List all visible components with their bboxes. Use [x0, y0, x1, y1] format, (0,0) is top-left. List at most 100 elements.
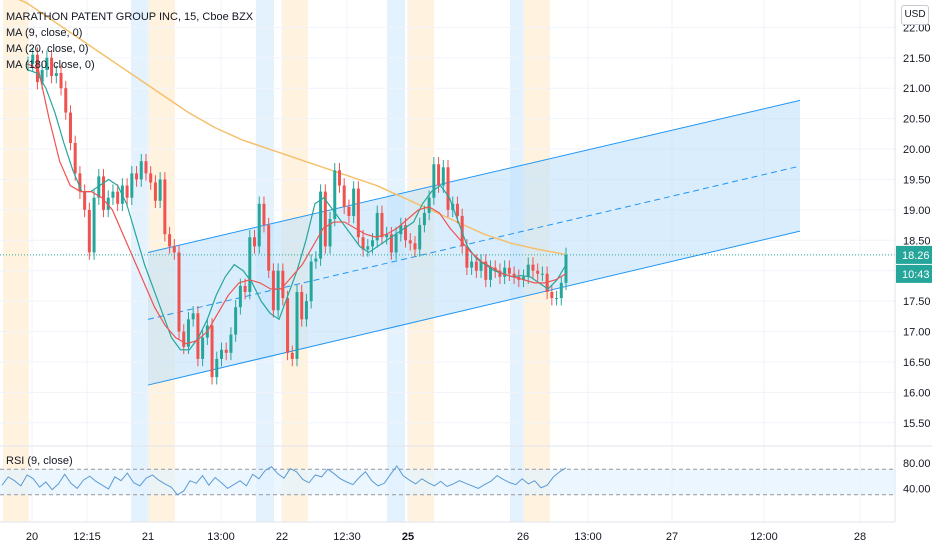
candle-body: [328, 219, 332, 247]
candles-group: [26, 47, 568, 385]
candle-body: [441, 167, 445, 186]
time-tick-label: 13:00: [574, 531, 602, 543]
candle-body: [531, 264, 535, 271]
time-tick-label: 13:00: [207, 531, 235, 543]
candle-body: [295, 292, 299, 359]
candle-body: [31, 54, 35, 64]
channel-middle-line: [147, 165, 801, 320]
candle-body: [97, 176, 101, 198]
candle-body: [59, 73, 63, 89]
candle-body: [352, 188, 356, 216]
candle-body: [224, 349, 228, 353]
candle-body: [309, 261, 313, 302]
candle-body: [257, 203, 261, 247]
candle-body: [446, 167, 450, 210]
countdown-label: 10:43: [902, 269, 930, 281]
candle-body: [304, 301, 308, 320]
candle-body: [465, 246, 469, 268]
candle-body: [248, 237, 252, 292]
candle-body: [399, 225, 403, 235]
candle-body: [319, 191, 323, 259]
candle-body: [45, 57, 49, 70]
price-tick-label: 16.00: [903, 387, 931, 399]
price-tick-label: 15.50: [903, 418, 931, 430]
candle-body: [92, 197, 96, 253]
candle-body: [545, 273, 549, 292]
candle-body: [83, 191, 87, 210]
candle-body: [342, 185, 346, 207]
candle-body: [163, 179, 167, 235]
candle-body: [238, 285, 242, 308]
candle-body: [564, 254, 568, 283]
legend-rsi: RSI (9, close): [6, 455, 73, 467]
rsi-line: [1, 465, 567, 496]
candle-body: [102, 176, 106, 210]
time-tick-label: 22: [276, 531, 288, 543]
candle-body: [87, 209, 91, 253]
candle-body: [191, 313, 195, 320]
candle-body: [559, 282, 563, 299]
candle-body: [271, 270, 275, 311]
candle-body: [526, 264, 530, 277]
candle-body: [125, 185, 129, 198]
candle-body: [437, 164, 441, 186]
session-post-20: [3, 0, 29, 522]
candle-body: [394, 234, 398, 253]
candle-body: [337, 170, 341, 186]
candle-body: [139, 161, 143, 180]
candle-body: [550, 292, 554, 299]
candle-body: [512, 273, 516, 277]
candle-body: [253, 237, 257, 247]
ma20-line: [27, 63, 567, 345]
candle-body: [290, 352, 294, 359]
candle-body: [540, 273, 544, 275]
candle-body: [488, 267, 492, 280]
candle-body: [536, 270, 540, 274]
time-tick-label: 12:30: [333, 531, 361, 543]
price-tick-label: 19.50: [903, 174, 931, 186]
candle-body: [168, 234, 172, 247]
candle-body: [158, 179, 162, 201]
channel-upper-line: [147, 99, 801, 253]
candle-body: [64, 88, 68, 113]
candle-body: [522, 276, 526, 280]
candle-body: [267, 225, 271, 271]
candle-body: [35, 54, 39, 83]
candle-body: [555, 298, 559, 300]
legend-ma180: MA (180, close, 0): [6, 59, 95, 71]
candle-body: [196, 313, 200, 359]
candle-body: [427, 197, 431, 213]
candle-body: [54, 73, 58, 77]
candle-body: [413, 243, 417, 250]
candle-body: [380, 212, 384, 238]
candle-body: [375, 212, 379, 241]
candle-body: [215, 358, 219, 378]
price-tick-label: 20.50: [903, 114, 931, 126]
ma180-line: [18, 0, 566, 256]
price-tick-label: 17.00: [903, 327, 931, 339]
candle-body: [182, 331, 186, 347]
candle-body: [323, 191, 327, 247]
channel-lower-line: [147, 230, 801, 386]
candle-body: [68, 112, 72, 143]
price-tick-label: 21.00: [903, 83, 931, 95]
candle-body: [106, 197, 110, 210]
candle-body: [389, 234, 393, 253]
candle-body: [135, 173, 139, 180]
candle-body: [432, 164, 436, 198]
time-tick-label: 21: [142, 531, 154, 543]
candle-body: [78, 173, 82, 192]
currency-button[interactable]: USD: [901, 5, 929, 25]
candle-body: [408, 240, 412, 244]
candle-body: [455, 203, 459, 216]
candle-body: [474, 261, 478, 271]
time-tick-label: 26: [517, 531, 529, 543]
candle-body: [149, 173, 153, 183]
candle-body: [347, 206, 351, 216]
candle-body: [229, 334, 233, 353]
last-price-label: 18.26: [902, 250, 930, 262]
candle-body: [73, 142, 77, 174]
price-tick-label: 18.50: [903, 235, 931, 247]
price-tick-label: 21.50: [903, 53, 931, 65]
